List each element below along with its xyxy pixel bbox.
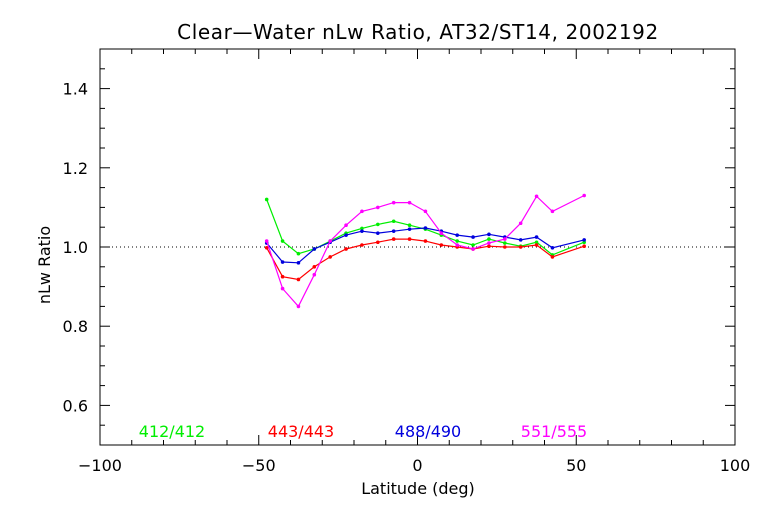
data-point (391, 237, 396, 241)
data-point (423, 226, 428, 230)
data-point (407, 200, 412, 205)
x-tick-label: −100 (78, 456, 122, 475)
data-point (344, 233, 348, 237)
data-point (518, 245, 523, 249)
data-point (550, 255, 555, 259)
x-tick-label: 100 (720, 456, 751, 475)
data-point (296, 304, 301, 309)
data-point (376, 240, 380, 245)
data-point (518, 238, 523, 242)
data-point (360, 229, 364, 233)
y-tick-label: 0.8 (63, 317, 88, 336)
data-point (264, 197, 269, 202)
data-point (471, 235, 475, 239)
data-point (312, 265, 317, 269)
data-point (360, 226, 364, 231)
data-point (280, 274, 285, 279)
data-point (439, 231, 444, 235)
data-point (471, 243, 475, 247)
legend-label: 443/443 (268, 422, 334, 441)
x-tick-label: −50 (242, 456, 276, 475)
data-point (407, 237, 412, 241)
axes: −100 −50 0 50 100 0.6 0.8 1.0 1.2 1.4 (63, 48, 751, 475)
x-axis-label: Latitude (deg) (361, 479, 475, 498)
data-point (296, 277, 301, 282)
series-4 (264, 193, 586, 309)
data-point (423, 209, 428, 214)
data-point (582, 193, 586, 198)
series-line (266, 194, 585, 308)
data-point (280, 239, 285, 243)
series-2 (264, 237, 586, 282)
data-point (534, 243, 539, 247)
data-point (376, 231, 380, 235)
data-point (503, 237, 507, 241)
data-point (376, 222, 380, 227)
y-tick-label: 1.2 (63, 159, 88, 178)
data-point (280, 260, 285, 264)
y-tick-label: 1.0 (63, 238, 88, 257)
data-point (487, 237, 491, 241)
data-point (534, 194, 539, 199)
data-point (344, 223, 348, 228)
data-point (503, 245, 507, 249)
data-point (264, 245, 269, 250)
legend: 412/412 443/443 488/490 551/555 (139, 422, 587, 441)
data-point (296, 251, 301, 256)
y-tick-label: 0.6 (63, 396, 88, 415)
x-tick-label: 0 (412, 456, 422, 475)
data-point (312, 272, 317, 277)
data-point (391, 229, 396, 233)
data-point (550, 209, 555, 214)
plot-area (99, 48, 736, 446)
legend-label: 551/555 (521, 422, 587, 441)
data-point (534, 235, 539, 239)
data-point (328, 239, 332, 243)
x-tick-label: 50 (566, 456, 586, 475)
data-point (550, 245, 555, 250)
data-point (391, 200, 396, 205)
data-point (455, 239, 459, 243)
data-point (534, 240, 539, 245)
data-point (582, 238, 586, 242)
data-point (296, 261, 301, 265)
data-point (503, 241, 507, 245)
y-axis-label: nLw Ratio (35, 226, 54, 304)
data-point (487, 244, 491, 249)
data-point (264, 239, 269, 243)
data-point (312, 247, 317, 251)
chart-title: Clear—Water nLw Ratio, AT32/ST14, 200219… (177, 20, 659, 44)
data-point (407, 223, 412, 228)
data-point (487, 241, 491, 245)
data-point (280, 286, 285, 291)
data-point (407, 227, 412, 231)
series-line (266, 227, 585, 264)
data-point (455, 243, 459, 247)
y-tick-label: 1.4 (63, 80, 88, 99)
series-line (266, 238, 585, 281)
data-point (487, 232, 491, 237)
data-point (376, 205, 380, 210)
data-point (518, 221, 523, 226)
plot-frame (99, 48, 736, 446)
data-point (423, 239, 428, 243)
data-point (360, 209, 364, 214)
data-point (471, 247, 475, 251)
legend-label: 412/412 (139, 422, 205, 441)
data-point (439, 243, 444, 247)
legend-label: 488/490 (395, 422, 461, 441)
data-point (455, 233, 459, 237)
data-point (344, 247, 348, 251)
series-group (264, 193, 586, 309)
data-point (391, 219, 396, 224)
data-point (360, 243, 364, 247)
data-point (328, 255, 332, 259)
data-point (582, 244, 586, 249)
